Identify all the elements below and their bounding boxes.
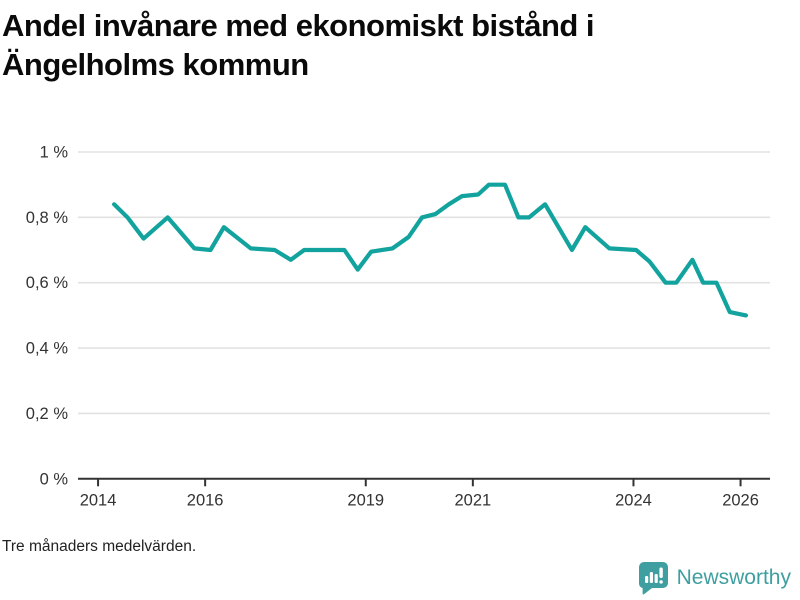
chart-footnote: Tre månaders medelvärden. bbox=[2, 538, 197, 555]
page-title-line-2: Ängelholms kommun bbox=[2, 47, 309, 82]
newsworthy-logo: Newsworthy bbox=[638, 561, 791, 595]
page-title-line-1: Andel invånare med ekonomiskt bistånd i bbox=[2, 8, 595, 43]
x-tick-label: 2021 bbox=[454, 491, 491, 509]
page-title: Andel invånare med ekonomiskt bistånd i … bbox=[2, 6, 782, 84]
x-tick-label: 2014 bbox=[80, 491, 117, 509]
x-tick-label: 2024 bbox=[615, 491, 652, 509]
x-tick-label: 2016 bbox=[187, 491, 224, 509]
x-tick-label: 2019 bbox=[347, 491, 384, 509]
y-tick-label: 0 % bbox=[40, 470, 69, 488]
newsworthy-bar-chart-bubble-icon bbox=[638, 562, 668, 595]
y-tick-label: 1 % bbox=[40, 144, 69, 162]
y-tick-label: 0,4 % bbox=[26, 340, 69, 358]
y-tick-label: 0,2 % bbox=[26, 405, 69, 423]
y-tick-label: 0,6 % bbox=[26, 274, 69, 292]
data-line bbox=[111, 182, 749, 318]
y-tick-label: 0,8 % bbox=[26, 209, 69, 227]
brand-name: Newsworthy bbox=[676, 566, 791, 589]
x-tick-label: 2026 bbox=[722, 491, 759, 509]
